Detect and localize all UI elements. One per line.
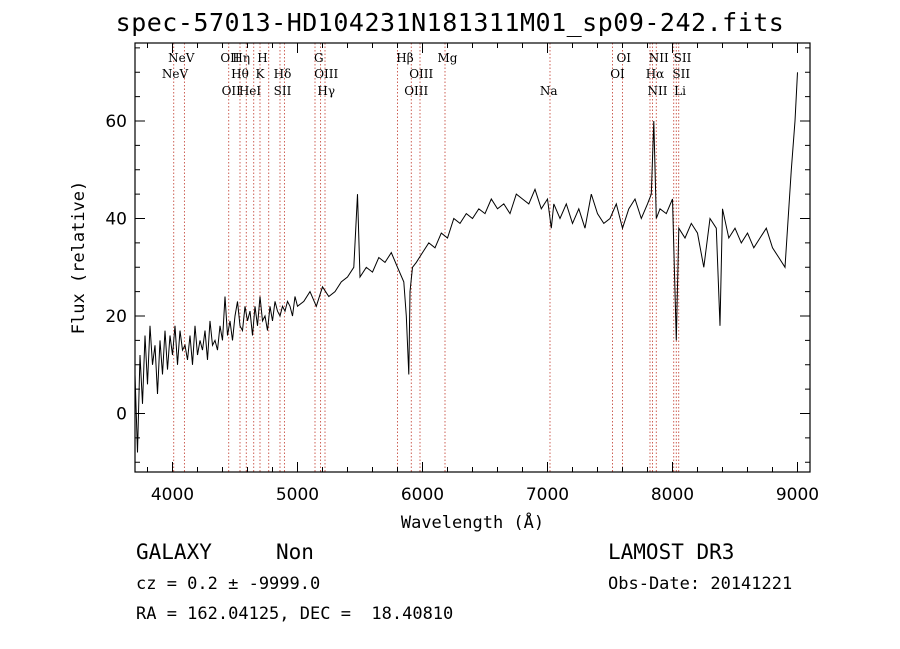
- x-tick-label: 4000: [151, 485, 194, 505]
- emission-line-label: NeV: [162, 67, 189, 81]
- chart-title: spec-57013-HD104231N181311M01_sp09-242.f…: [115, 8, 785, 37]
- emission-line-label: HeI: [239, 84, 262, 98]
- emission-line-label: NeV: [168, 51, 195, 65]
- emission-line-label: OI: [616, 51, 631, 65]
- emission-line-label: SII: [674, 51, 692, 65]
- emission-line-label: SII: [274, 84, 292, 98]
- emission-line-markers: [173, 43, 680, 472]
- observation-date: Obs-Date: 20141221: [608, 574, 793, 594]
- emission-line-label: OI: [610, 67, 625, 81]
- emission-line-label: G: [314, 51, 324, 65]
- emission-line-label: Hδ: [274, 67, 292, 81]
- x-tick-label: 5000: [276, 485, 319, 505]
- emission-line-label: OII: [220, 51, 240, 65]
- y-tick-label: 20: [105, 307, 127, 327]
- y-tick-label: 0: [116, 405, 127, 425]
- emission-line-label: OIII: [404, 84, 428, 98]
- emission-line-label: H: [257, 51, 267, 65]
- spectrum-series-line: [134, 72, 798, 453]
- x-tick-label: 7000: [526, 485, 569, 505]
- coordinates: RA = 162.04125, DEC = 18.40810: [136, 604, 454, 624]
- x-axis-ticks: 4000 5000 6000 7000 8000 9000: [147, 43, 819, 505]
- emission-line-label: Mg: [438, 51, 458, 65]
- object-subclass: Non: [276, 540, 314, 564]
- emission-line-label: OIII: [409, 67, 433, 81]
- emission-line-label: OII: [222, 84, 242, 98]
- emission-line-label: Hα: [646, 67, 665, 81]
- redshift-value: cz = 0.2 ± -9999.0: [136, 574, 321, 594]
- emission-line-label: NII: [649, 51, 669, 65]
- emission-line-label: K: [256, 67, 266, 81]
- x-tick-label: 6000: [401, 485, 444, 505]
- object-class: GALAXY: [136, 540, 212, 564]
- y-axis-ticks: 0 20 40 60: [105, 47, 810, 463]
- emission-line-label: OIII: [314, 67, 338, 81]
- emission-line-label: Na: [540, 84, 558, 98]
- plot-frame: [134, 42, 811, 473]
- emission-line-label: Hγ: [317, 84, 335, 98]
- emission-line-label: Hθ: [231, 67, 249, 81]
- emission-line-label: Li: [674, 84, 686, 98]
- y-axis-label: Flux (relative): [69, 181, 89, 335]
- y-tick-label: 60: [105, 112, 127, 132]
- emission-line-label: SII: [672, 67, 690, 81]
- y-tick-label: 40: [105, 210, 127, 230]
- emission-line-label: Hβ: [396, 51, 413, 65]
- x-tick-label: 9000: [776, 485, 819, 505]
- emission-line-label: NII: [648, 84, 668, 98]
- x-tick-label: 8000: [651, 485, 694, 505]
- survey-name: LAMOST DR3: [608, 540, 735, 564]
- x-axis-label: Wavelength (Å): [401, 511, 544, 533]
- emission-line-label: Hη: [232, 51, 250, 65]
